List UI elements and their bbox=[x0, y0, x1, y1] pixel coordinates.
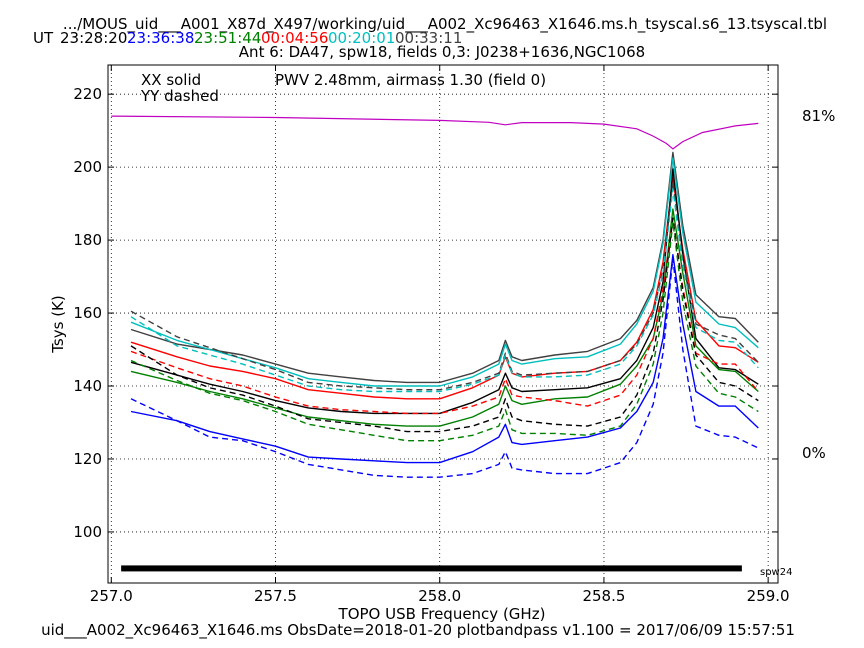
y-axis-label: Tsys (K) bbox=[49, 295, 67, 354]
chart-title: .../MOUS_uid___A001_X87d_X497/working/ui… bbox=[63, 15, 827, 34]
yy-dashed-series-10 bbox=[130, 221, 759, 442]
ut-time-0: 23:28:20 bbox=[60, 29, 127, 47]
ut-time-1: 23:36:38 bbox=[127, 29, 194, 47]
tsys-series bbox=[130, 151, 759, 478]
y-tick-label: 140 bbox=[73, 377, 102, 395]
xx-solid-series-3 bbox=[130, 168, 759, 415]
ut-time-5: 00:33:11 bbox=[395, 29, 462, 47]
y-tick-label: 200 bbox=[73, 158, 102, 176]
y-tick-label: 100 bbox=[73, 523, 102, 541]
y-tick-label: 220 bbox=[73, 85, 102, 103]
legend-yy-dashed: YY dashed bbox=[140, 87, 219, 105]
x-tick-label: 258.0 bbox=[418, 587, 461, 605]
xx-solid-series-4 bbox=[130, 208, 759, 427]
x-tick-label: 257.0 bbox=[90, 587, 133, 605]
yy-dashed-series-11 bbox=[130, 257, 759, 478]
right-axis-top-label: 81% bbox=[802, 107, 835, 125]
y-tick-label: 160 bbox=[73, 304, 102, 322]
xx-solid-series-1 bbox=[130, 157, 759, 387]
spw-bar bbox=[121, 565, 742, 572]
right-axis-bottom-label: 0% bbox=[802, 444, 826, 462]
ut-label: UT bbox=[33, 29, 54, 47]
yy-dashed-series-7 bbox=[130, 188, 759, 393]
chart-subtitle: Ant 6: DA47, spw18, fields 0,3: J0238+16… bbox=[239, 43, 645, 61]
x-axis-label: TOPO USB Frequency (GHz) bbox=[338, 605, 546, 623]
pwv-label: PWV 2.48mm, airmass 1.30 (field 0) bbox=[275, 71, 546, 89]
y-tick-label: 120 bbox=[73, 450, 102, 468]
ut-time-labels: 23:28:20 23:36:38 23:51:44 00:04:56 00:20:01… bbox=[60, 29, 462, 47]
pwv-transmission-curve bbox=[111, 115, 759, 150]
x-tick-label: 259.0 bbox=[747, 587, 790, 605]
axis-ticks: 257.0 257.5 258.0 258.5 259.0 100 120 140 160 180… bbox=[73, 65, 790, 605]
xx-solid-series-0 bbox=[130, 151, 759, 384]
x-tick-label: 257.5 bbox=[254, 587, 297, 605]
xx-solid-series-5 bbox=[130, 254, 759, 464]
legend-xx-solid: XX solid bbox=[141, 71, 201, 89]
ut-time-3: 00:04:56 bbox=[261, 29, 328, 47]
ut-time-4: 00:20:01 bbox=[328, 29, 395, 47]
ut-time-2: 23:51:44 bbox=[194, 29, 261, 47]
plot-frame bbox=[107, 64, 779, 584]
spw-label: spw24 bbox=[760, 567, 792, 578]
y-tick-label: 180 bbox=[73, 231, 102, 249]
footer-info: uid___A002_Xc96463_X1646.ms ObsDate=2018… bbox=[41, 621, 795, 640]
x-tick-label: 258.5 bbox=[582, 587, 625, 605]
yy-dashed-series-9 bbox=[130, 217, 759, 433]
